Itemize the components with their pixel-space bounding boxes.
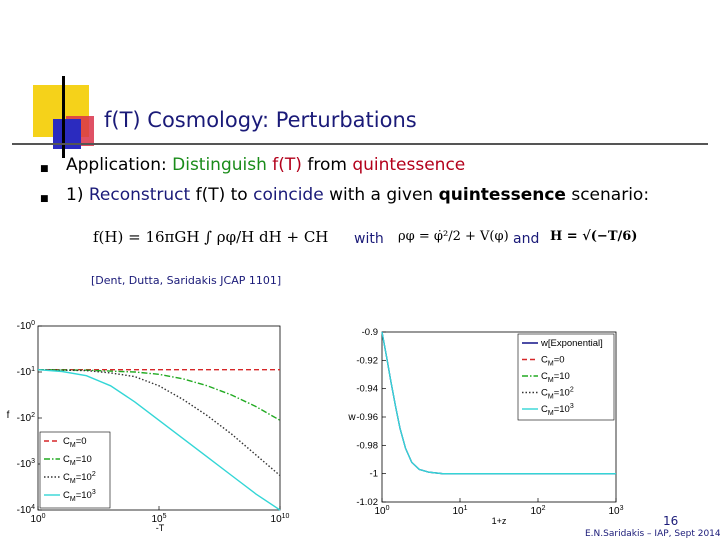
y-tick-label: -0.96	[356, 412, 378, 423]
y-tick-label: -103	[17, 458, 35, 470]
decor-horizontal-rule	[12, 143, 708, 145]
formula-hubble: H = √(−T/6)	[550, 229, 638, 244]
legend-label: CM=0	[541, 355, 565, 368]
series-line	[37, 369, 281, 477]
x-tick-label: 100	[30, 513, 45, 525]
bullet1-quintessence: quintessence	[352, 155, 466, 175]
bullet1-from: from	[301, 155, 353, 175]
bullet-application: Application: Distinguish f(T) from quint…	[66, 155, 465, 175]
legend-label: CM=10	[541, 371, 570, 384]
legend-label: CM=102	[541, 387, 574, 401]
bullet2-text1: f(T) to	[190, 185, 254, 205]
y-tick-label: -0.9	[362, 327, 378, 338]
y-axis-label: f	[7, 410, 10, 421]
reference-citation: [Dent, Dutta, Saridakis JCAP 1101]	[91, 274, 282, 287]
bullet-reconstruct: 1) Reconstruct f(T) to coincide with a g…	[66, 185, 649, 205]
bullet-marker: ■	[40, 164, 49, 174]
x-tick-label: 105	[151, 513, 166, 525]
y-tick-label: -1.02	[356, 497, 378, 508]
y-tick-label: -101	[17, 366, 35, 378]
y-axis-label: w	[347, 412, 356, 423]
series-line	[381, 331, 616, 475]
x-tick-label: 1010	[271, 513, 290, 525]
x-tick-label: 103	[608, 505, 623, 517]
word-and: and	[513, 231, 540, 247]
decor-vertical-line	[62, 76, 65, 158]
bullet2-quintessence: quintessence	[438, 185, 566, 205]
legend-label: CM=103	[63, 489, 96, 503]
y-tick-label: -1	[370, 469, 378, 480]
legend-label: CM=103	[541, 403, 574, 417]
legend-label: CM=0	[63, 436, 87, 449]
y-tick-label: -100	[17, 320, 35, 332]
series-line	[37, 369, 281, 511]
word-with: with	[354, 231, 384, 247]
y-tick-label: -102	[17, 412, 35, 424]
bullet2-num: 1)	[66, 185, 89, 205]
legend-label: CM=10	[63, 454, 92, 467]
footer-credit: E.N.Saridakis – IAP, Sept 2014	[585, 529, 720, 539]
y-tick-label: -0.92	[356, 355, 378, 366]
bullet-marker: ■	[40, 194, 49, 204]
bullet2-text2: with a given	[323, 185, 439, 205]
y-tick-label: -0.94	[356, 384, 378, 395]
x-tick-label: 101	[452, 505, 467, 517]
page-number: 16	[663, 514, 679, 528]
x-tick-label: 100	[374, 505, 389, 517]
x-axis-label: 1+z	[492, 516, 507, 526]
formula-f-of-h: f(H) = 16πGH ∫ ρφ/H dH + CH	[93, 228, 329, 246]
legend-label: CM=102	[63, 471, 96, 485]
bullet1-prefix: Application:	[66, 155, 173, 175]
bullet2-reconstruct: Reconstruct	[88, 185, 191, 205]
slide-title: f(T) Cosmology: Perturbations	[104, 108, 417, 132]
formula-rho-phi: ρφ = φ̇²/2 + V(φ)	[398, 229, 509, 244]
bullet2-coincide: coincide	[253, 185, 324, 205]
x-tick-label: 102	[530, 505, 545, 517]
bullet2-tail: scenario:	[565, 185, 650, 205]
bullet1-ft: f(T)	[272, 155, 302, 175]
bullet1-distinguish: Distinguish	[172, 155, 273, 175]
y-tick-label: -0.98	[356, 440, 378, 451]
legend-label: w[Exponential]	[540, 338, 603, 349]
y-tick-label: -104	[17, 504, 35, 516]
legend-box	[517, 333, 615, 421]
x-axis-label: -T	[156, 523, 165, 532]
